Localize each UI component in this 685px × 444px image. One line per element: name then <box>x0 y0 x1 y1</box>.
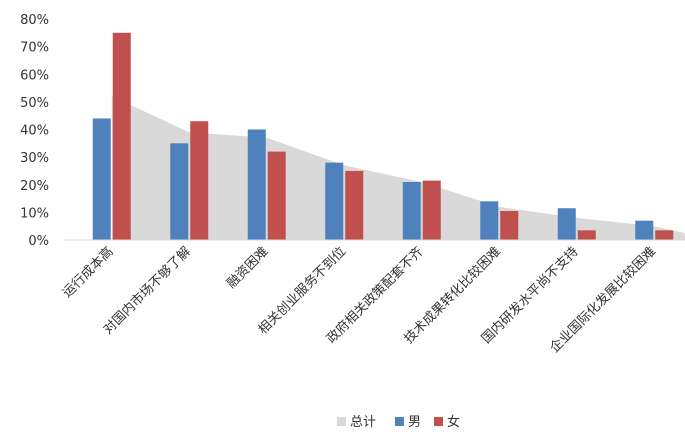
y-tick-label: 70% <box>20 41 49 56</box>
bar-male <box>557 208 576 240</box>
y-tick-label: 0% <box>28 234 49 249</box>
category-label: 对国内市场不够了解 <box>100 244 194 338</box>
category-label: 融资困难 <box>224 244 271 291</box>
y-tick-label: 40% <box>20 124 49 139</box>
y-tick-label: 80% <box>20 13 49 28</box>
bar-layer <box>92 32 674 240</box>
category-label: 运行成本高 <box>59 244 116 301</box>
legend-swatch <box>434 417 443 426</box>
bar-male <box>170 143 189 240</box>
bar-female <box>112 32 131 240</box>
y-tick-label: 10% <box>20 206 49 221</box>
bar-female <box>345 170 364 240</box>
legend-label: 男 <box>408 415 421 430</box>
bar-male <box>635 220 654 240</box>
legend-swatch <box>337 417 346 426</box>
bar-female <box>577 230 596 240</box>
bar-female <box>267 151 286 240</box>
y-tick-label: 30% <box>20 151 49 166</box>
bar-female <box>655 230 674 240</box>
category-label: 相关创业服务不到位 <box>255 244 349 338</box>
bar-female <box>190 121 209 240</box>
legend-label: 女 <box>447 414 460 430</box>
legend: 总计 男 女 <box>337 414 460 430</box>
y-tick-label: 60% <box>20 68 49 83</box>
bar-male <box>92 118 111 240</box>
y-tick-label: 50% <box>20 96 49 111</box>
bar-male <box>480 201 499 240</box>
bar-male <box>402 181 421 240</box>
bar-female <box>500 210 519 240</box>
bar-female <box>422 180 441 240</box>
bar-male <box>247 129 266 240</box>
y-axis-ticks: 0% 10% 20% 30% 40% 50% 60% 70% 80% <box>20 13 49 249</box>
bar-male <box>325 162 344 240</box>
y-tick-label: 20% <box>20 179 49 194</box>
legend-swatch <box>395 417 404 426</box>
legend-label: 总计 <box>350 415 376 430</box>
